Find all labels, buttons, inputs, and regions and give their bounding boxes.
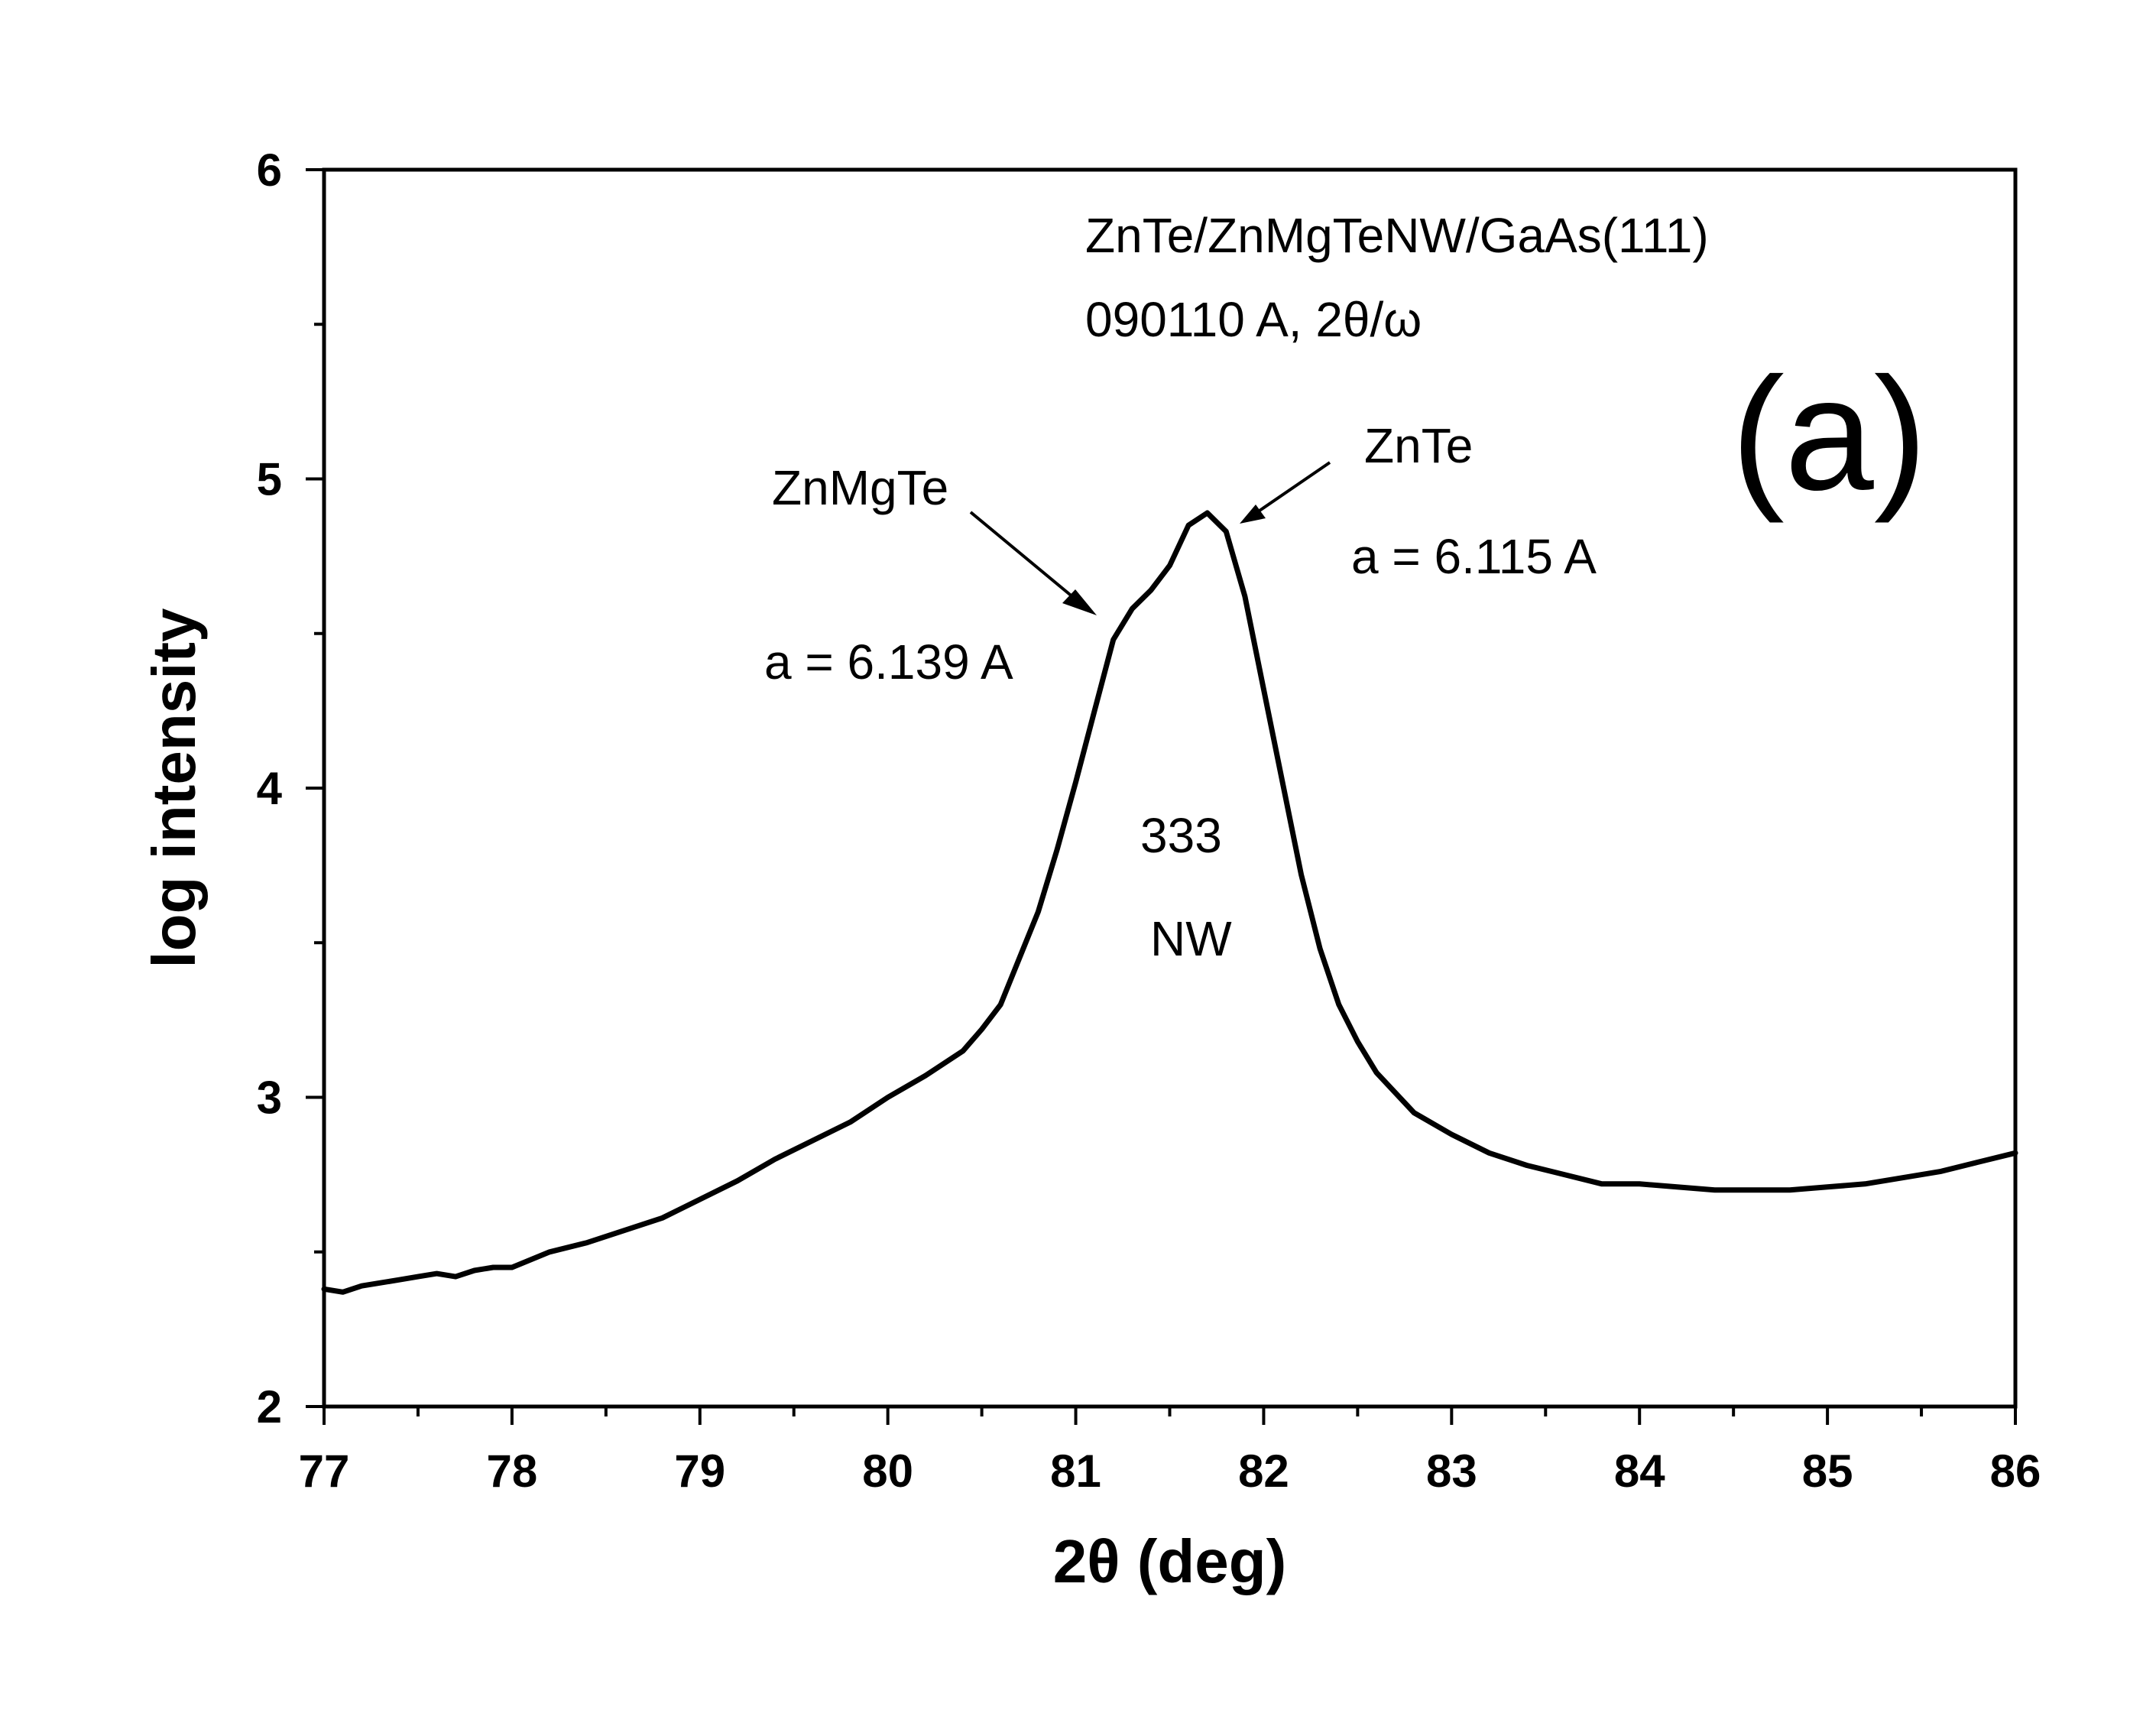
znmgte-arrow: [969, 511, 1097, 615]
reflection-label: 333: [1140, 808, 1222, 863]
x-tick-label: 83: [1426, 1446, 1477, 1497]
y-tick-label: 6: [257, 144, 282, 196]
znmgte-lattice-label: a = 6.139 A: [764, 634, 1013, 690]
znmgte-label: ZnMgTe: [772, 460, 948, 515]
x-tick-label: 84: [1614, 1446, 1665, 1497]
axis-tick-labels: 77 78 79 80 81 82 83 84 85 86 2 3 4 5 6: [257, 144, 2041, 1497]
scan-annotation: 090110 A, 2θ/ω: [1085, 292, 1422, 347]
y-axis-title: log intensity: [140, 608, 208, 969]
znte-label: ZnTe: [1364, 418, 1473, 473]
sample-annotation: ZnTe/ZnMgTeNW/GaAs(111): [1085, 208, 1709, 263]
x-tick-label: 85: [1802, 1446, 1853, 1497]
znte-lattice-label: a = 6.115 A: [1351, 529, 1597, 584]
y-tick-label: 4: [257, 763, 283, 814]
series-line: [321, 510, 2018, 1295]
y-tick-label: 5: [257, 454, 282, 505]
znte-arrow: [1240, 461, 1331, 524]
x-axis-title: 2θ (deg): [1053, 1527, 1286, 1595]
x-tick-label: 79: [674, 1446, 725, 1497]
axis-ticks: [306, 168, 2017, 1425]
x-tick-label: 82: [1238, 1446, 1289, 1497]
x-tick-label: 80: [862, 1446, 913, 1497]
panel-label: (a): [1731, 344, 1927, 524]
x-tick-label: 78: [487, 1446, 538, 1497]
y-tick-label: 3: [257, 1072, 282, 1124]
x-tick-label: 77: [299, 1446, 350, 1497]
x-tick-label: 86: [1990, 1446, 2041, 1497]
x-tick-label: 81: [1050, 1446, 1101, 1497]
nw-label: NW: [1150, 911, 1232, 966]
y-tick-label: 2: [257, 1381, 282, 1433]
